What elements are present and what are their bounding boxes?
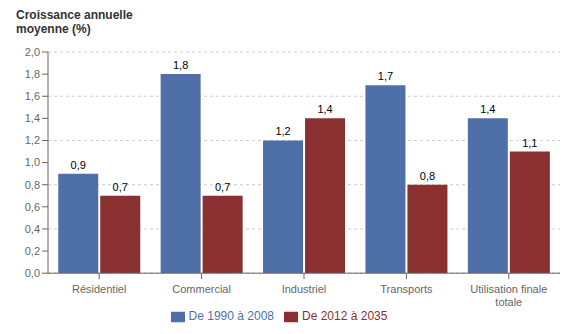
svg-text:Transports: Transports (380, 283, 433, 295)
html-text:De 1990 à 2008: De 1990 à 2008 (188, 309, 274, 324)
html-text:moyenne (%): moyenne (%) (16, 22, 91, 36)
svg-text:Commercial: Commercial (172, 283, 231, 295)
svg-text:0,9: 0,9 (71, 159, 86, 171)
svg-text:0,4: 0,4 (25, 223, 40, 235)
svg-text:1,4: 1,4 (317, 103, 332, 115)
svg-text:0,7: 0,7 (215, 181, 230, 193)
svg-text:0,2: 0,2 (25, 245, 40, 257)
svg-text:1,4: 1,4 (25, 112, 40, 124)
svg-text:1,6: 1,6 (25, 90, 40, 102)
svg-text:Utilisation finaletotale: Utilisation finaletotale (470, 283, 547, 308)
svg-text:1,2: 1,2 (25, 134, 40, 146)
svg-text:Industriel: Industriel (282, 283, 327, 295)
svg-text:1,2: 1,2 (275, 125, 290, 137)
svg-text:0,7: 0,7 (113, 181, 128, 193)
svg-text:0,6: 0,6 (25, 201, 40, 213)
svg-text:1,1: 1,1 (522, 137, 537, 149)
svg-text:1,4: 1,4 (480, 103, 495, 115)
html-text:De 2012 à 2035: De 2012 à 2035 (302, 309, 388, 324)
svg-text:0,8: 0,8 (420, 170, 435, 182)
html-text:Croissance annuelle: Croissance annuelle (16, 8, 133, 22)
svg-text:2,0: 2,0 (25, 46, 40, 58)
svg-text:1,8: 1,8 (173, 59, 188, 71)
svg-text:0,0: 0,0 (25, 267, 40, 279)
svg-text:1,0: 1,0 (25, 156, 40, 168)
svg-text:1,8: 1,8 (25, 68, 40, 80)
svg-text:1,7: 1,7 (378, 70, 393, 82)
svg-text:Résidentiel: Résidentiel (72, 283, 126, 295)
svg-text:0,8: 0,8 (25, 179, 40, 191)
